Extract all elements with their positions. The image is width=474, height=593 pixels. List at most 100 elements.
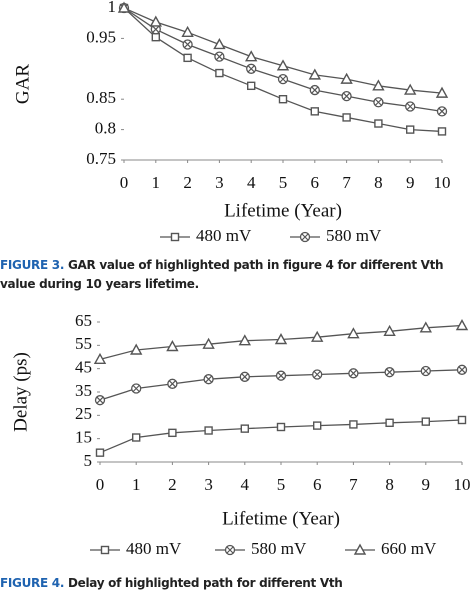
y-tick-label: 0.75 bbox=[86, 149, 116, 168]
marker-circle-x bbox=[167, 378, 178, 389]
x-tick-label: 1 bbox=[152, 173, 161, 192]
marker-circle-x bbox=[275, 370, 287, 381]
marker-square bbox=[204, 426, 213, 435]
marker-circle-x bbox=[182, 39, 193, 50]
marker-square bbox=[349, 420, 358, 429]
x-tick-label: 7 bbox=[349, 475, 358, 494]
caption-text: GAR value of highlighted path in figure … bbox=[0, 258, 444, 291]
x-axis-title: Lifetime (Year) bbox=[224, 200, 342, 221]
marker-circle-x bbox=[456, 364, 468, 375]
marker-circle-x bbox=[277, 73, 289, 85]
x-tick-label: 10 bbox=[454, 475, 471, 494]
marker-square bbox=[276, 422, 286, 432]
x-tick-label: 6 bbox=[311, 173, 320, 192]
y-axis-title: GAR bbox=[12, 64, 33, 104]
marker-triangle bbox=[404, 83, 417, 95]
marker-square bbox=[151, 32, 161, 42]
y-tick-label: 25 bbox=[75, 404, 92, 423]
marker-circle-x bbox=[436, 106, 448, 117]
marker-square bbox=[374, 119, 383, 128]
marker-triangle bbox=[93, 352, 107, 365]
y-tick-label: 15 bbox=[75, 428, 92, 447]
marker-square bbox=[385, 418, 394, 427]
legend-marker bbox=[299, 231, 311, 243]
marker-triangle bbox=[274, 333, 288, 345]
marker-triangle bbox=[340, 72, 353, 84]
marker-square bbox=[246, 81, 256, 91]
y-tick-label: 65 bbox=[75, 311, 92, 330]
y-tick-label: 0.85 bbox=[86, 88, 116, 107]
marker-square bbox=[131, 433, 141, 442]
x-tick-label: 8 bbox=[385, 475, 394, 494]
x-tick-label: 5 bbox=[277, 475, 286, 494]
marker-circle-x bbox=[131, 383, 142, 394]
marker-triangle bbox=[308, 68, 321, 80]
marker-triangle bbox=[202, 337, 215, 349]
marker-square bbox=[183, 53, 192, 63]
x-tick-label: 3 bbox=[215, 173, 224, 192]
legend-marker bbox=[353, 543, 367, 555]
marker-square bbox=[342, 113, 351, 122]
marker-circle-x bbox=[312, 369, 323, 380]
marker-circle-x bbox=[94, 395, 106, 406]
marker-triangle bbox=[455, 319, 469, 331]
caption-label: FIGURE 3. bbox=[0, 258, 65, 272]
marker-square bbox=[313, 421, 322, 430]
x-tick-label: 0 bbox=[96, 475, 105, 494]
caption-text: Delay of highlighted path for different … bbox=[67, 576, 343, 590]
x-tick-label: 7 bbox=[342, 173, 351, 192]
legend-label: 480 mV bbox=[196, 226, 252, 245]
marker-triangle bbox=[238, 334, 251, 346]
marker-circle-x bbox=[309, 84, 320, 96]
x-tick-label: 10 bbox=[434, 173, 451, 192]
caption-label: FIGURE 4. bbox=[0, 576, 65, 590]
x-tick-label: 2 bbox=[168, 475, 177, 494]
marker-circle-x bbox=[384, 367, 395, 378]
y-tick-label: 45 bbox=[75, 358, 92, 377]
marker-triangle bbox=[276, 59, 290, 71]
marker-triangle bbox=[435, 86, 449, 98]
legend-label: 660 mV bbox=[381, 539, 437, 558]
marker-triangle bbox=[149, 15, 162, 27]
marker-triangle bbox=[383, 324, 396, 337]
marker-square bbox=[278, 94, 288, 104]
x-tick-label: 6 bbox=[313, 475, 322, 494]
y-tick-label: 35 bbox=[75, 381, 92, 400]
marker-triangle bbox=[130, 343, 143, 355]
legend-marker bbox=[100, 545, 110, 555]
marker-square bbox=[240, 424, 250, 433]
marker-square bbox=[406, 125, 415, 134]
legend-label: 480 mV bbox=[126, 539, 182, 558]
x-tick-label: 9 bbox=[422, 475, 431, 494]
x-tick-label: 8 bbox=[374, 173, 383, 192]
marker-circle-x bbox=[214, 51, 225, 62]
legend-marker bbox=[170, 232, 180, 242]
caption: FIGURE 4. Delay of highlighted path for … bbox=[0, 574, 470, 593]
x-tick-label: 2 bbox=[183, 173, 192, 192]
legend-marker bbox=[224, 544, 236, 556]
x-tick-label: 0 bbox=[120, 173, 129, 192]
marker-square bbox=[215, 68, 224, 78]
marker-circle-x bbox=[420, 365, 431, 377]
marker-triangle bbox=[245, 50, 258, 62]
marker-square bbox=[310, 107, 319, 116]
y-tick-label: 55 bbox=[75, 334, 92, 353]
marker-circle-x bbox=[246, 63, 257, 74]
x-tick-label: 1 bbox=[132, 475, 141, 494]
marker-triangle bbox=[419, 321, 432, 333]
y-tick-label: 5 bbox=[84, 451, 93, 470]
marker-square bbox=[421, 417, 430, 426]
marker-triangle bbox=[311, 330, 324, 342]
marker-triangle bbox=[213, 38, 226, 50]
x-tick-label: 4 bbox=[241, 475, 250, 494]
marker-square bbox=[437, 127, 447, 136]
marker-square bbox=[168, 428, 177, 438]
y-tick-label: 0.8 bbox=[95, 119, 116, 138]
marker-circle-x bbox=[348, 368, 359, 379]
marker-circle-x bbox=[373, 97, 384, 108]
marker-circle-x bbox=[405, 101, 416, 112]
marker-square bbox=[95, 448, 105, 457]
marker-square bbox=[457, 415, 467, 425]
marker-triangle bbox=[166, 340, 179, 352]
